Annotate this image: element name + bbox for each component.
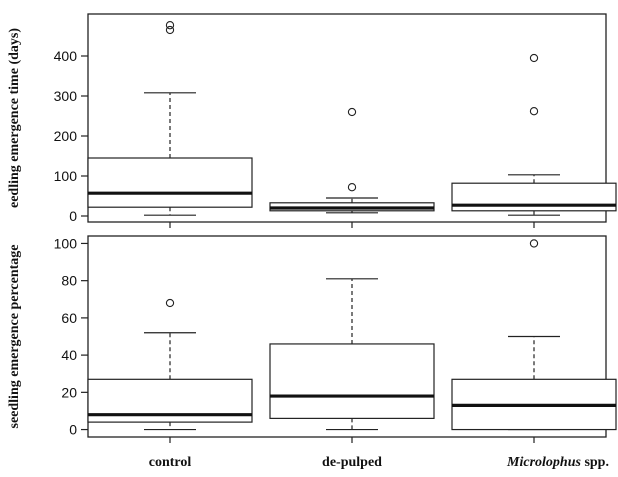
box-microlophus-spp-	[451, 53, 617, 216]
y-tick-label: 40	[61, 347, 77, 363]
box-de-pulped	[269, 107, 435, 214]
y-tick-label: 0	[69, 422, 77, 438]
y-tick-label: 20	[61, 384, 77, 400]
y-axis-label: seedling emergence percentage	[7, 244, 22, 428]
outlier-point	[347, 107, 357, 117]
outlier-point	[529, 107, 539, 116]
y-tick-label: 100	[54, 168, 78, 184]
y-tick-label: 0	[69, 208, 77, 224]
panel-emergence-time: 0 100 200 300 400 eedling emergence time (day…	[7, 13, 617, 228]
outlier-point	[165, 298, 175, 308]
outlier-point	[165, 21, 175, 30]
x-label-control: control	[149, 455, 192, 470]
box-control	[87, 298, 253, 431]
x-label-microlophus-suffix: spp.	[581, 455, 609, 470]
plot-frame	[87, 235, 607, 438]
x-label-microlophus-genus: Microlophus	[506, 455, 581, 470]
y-tick-label: 60	[61, 310, 77, 326]
iqr-box	[87, 157, 253, 208]
outlier-point	[347, 183, 357, 192]
x-label-microlophus: Microlophus spp.	[506, 455, 609, 470]
outlier-point	[529, 239, 539, 248]
y-tick-label: 200	[54, 128, 78, 144]
y-tick-label: 80	[61, 273, 77, 289]
x-label-de-pulped: de-pulped	[322, 455, 382, 470]
box-control	[87, 21, 253, 216]
y-tick-label: 300	[54, 88, 78, 104]
y-axis-label: eedling emergence time (days)	[7, 28, 22, 208]
y-tick-label: 100	[54, 235, 78, 251]
outlier-point	[529, 53, 539, 63]
box-microlophus-spp-	[451, 239, 617, 431]
outlier-point	[165, 25, 175, 35]
y-tick-label: 400	[54, 48, 78, 64]
x-category-labels: control de-pulped Microlophus spp.	[149, 455, 609, 470]
iqr-box	[269, 343, 435, 419]
plot-frame	[87, 13, 607, 223]
box-de-pulped	[269, 278, 435, 431]
panel-emergence-percentage: 0 20 40 60 80 100 seedling emergence percentag…	[7, 235, 617, 443]
